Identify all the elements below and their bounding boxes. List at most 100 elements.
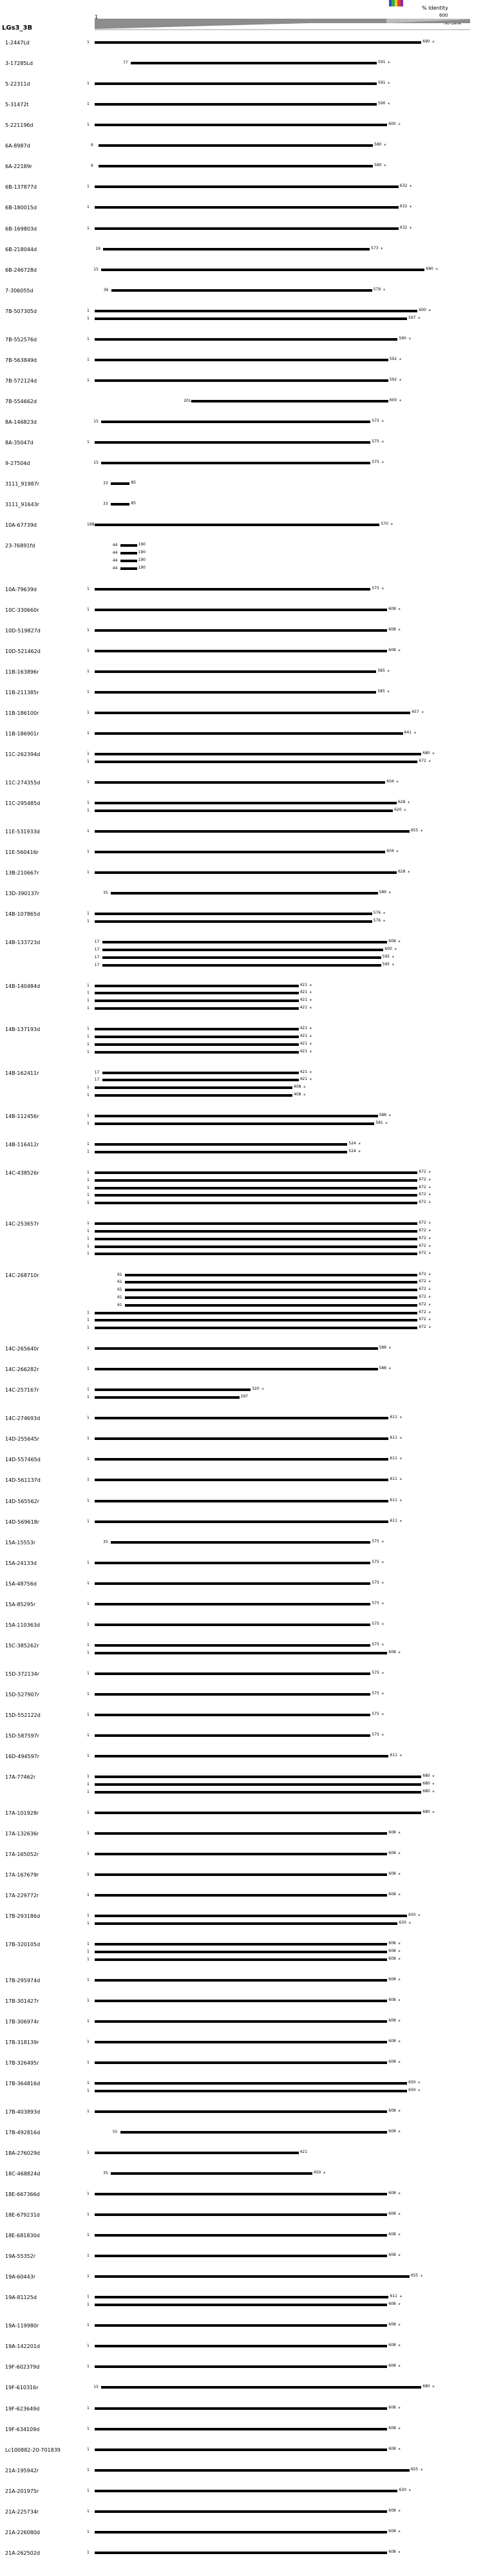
alignment-bar[interactable] — [95, 1050, 299, 1054]
sequence-label[interactable]: 14B-116412r — [5, 1142, 39, 1148]
alignment-bar[interactable] — [95, 2468, 410, 2472]
sequence-label[interactable]: 11E-560416r — [5, 849, 39, 856]
sequence-label[interactable]: 17A-165052r — [5, 1851, 39, 1857]
alignment-bar[interactable] — [95, 2275, 410, 2278]
sequence-label[interactable]: 14B-140484d — [5, 983, 41, 989]
sequence-label[interactable]: 21A-262502d — [5, 2550, 40, 2556]
sequence-label[interactable]: 5-221196d — [5, 122, 33, 129]
sequence-label[interactable]: 7B-507305d — [5, 308, 37, 314]
sequence-label[interactable]: 17B-492816d — [5, 2129, 41, 2136]
sequence-label[interactable]: 6B-180015d — [5, 205, 37, 211]
alignment-bar[interactable] — [95, 1942, 388, 1946]
sequence-label[interactable]: 19A-55352r — [5, 2253, 36, 2260]
alignment-bar[interactable] — [103, 247, 370, 251]
sequence-label[interactable]: 14C-265640r — [5, 1346, 39, 1352]
sequence-label[interactable]: 10C-330660r — [5, 607, 39, 613]
sequence-label[interactable]: 11C-274355d — [5, 780, 41, 786]
sequence-label[interactable]: 14B-133723d — [5, 940, 41, 946]
sequence-label[interactable]: 14D-561137d — [5, 1477, 41, 1484]
sequence-label[interactable]: 17B-364816d — [5, 2080, 41, 2087]
alignment-bar[interactable] — [95, 124, 388, 127]
alignment-bar[interactable] — [95, 1602, 371, 1605]
sequence-label[interactable]: 14B-107865d — [5, 911, 41, 918]
sequence-label[interactable]: 8A-35047d — [5, 439, 33, 446]
alignment-bar[interactable] — [95, 781, 386, 784]
sequence-label[interactable]: 18E-667366d — [5, 2192, 40, 2198]
alignment-bar[interactable] — [102, 1079, 299, 1082]
alignment-bar[interactable] — [95, 992, 299, 995]
alignment-bar[interactable] — [95, 2089, 408, 2092]
alignment-bar[interactable] — [95, 2234, 388, 2237]
alignment-bar[interactable] — [95, 1086, 292, 1090]
sequence-label[interactable]: 21A-225734r — [5, 2508, 39, 2515]
sequence-label[interactable]: 18E-681830d — [5, 2233, 40, 2239]
sequence-label[interactable]: 15C-385262r — [5, 1642, 39, 1649]
sequence-label[interactable]: 6A-22189r — [5, 164, 33, 170]
alignment-bar[interactable] — [111, 482, 130, 486]
sequence-label[interactable]: 14C-274693d — [5, 1416, 41, 1422]
sequence-label[interactable]: 21A-195942r — [5, 2467, 39, 2474]
sequence-label[interactable]: 17A-132636r — [5, 1830, 39, 1837]
sequence-label[interactable]: 14C-438526r — [5, 1170, 39, 1176]
alignment-bar[interactable] — [95, 999, 299, 1003]
alignment-bar[interactable] — [95, 2489, 398, 2492]
sequence-label[interactable]: 11B-186100r — [5, 710, 39, 717]
alignment-bar[interactable] — [95, 82, 377, 86]
sequence-label[interactable]: 15D-372134r — [5, 1671, 40, 1677]
alignment-bar[interactable] — [95, 1186, 418, 1189]
alignment-bar[interactable] — [95, 2304, 388, 2307]
alignment-bar[interactable] — [95, 1713, 371, 1716]
alignment-bar[interactable] — [120, 552, 137, 555]
alignment-bar[interactable] — [111, 892, 378, 895]
alignment-bar[interactable] — [101, 268, 425, 271]
alignment-bar[interactable] — [95, 1499, 389, 1502]
alignment-bar[interactable] — [95, 608, 388, 611]
alignment-bar[interactable] — [95, 1520, 389, 1523]
alignment-bar[interactable] — [95, 1643, 371, 1647]
sequence-label[interactable]: 11B-211385r — [5, 690, 39, 696]
alignment-bar[interactable] — [102, 956, 381, 959]
alignment-bar[interactable] — [95, 670, 377, 674]
sequence-label[interactable]: 17A-167679r — [5, 1871, 39, 1878]
sequence-label[interactable]: 7-306055d — [5, 287, 33, 294]
alignment-bar[interactable] — [95, 2448, 388, 2451]
alignment-bar[interactable] — [95, 1417, 389, 1420]
sequence-label[interactable]: 13D-390137r — [5, 891, 40, 897]
alignment-bar[interactable] — [120, 544, 137, 547]
alignment-bar[interactable] — [95, 761, 418, 764]
alignment-bar[interactable] — [95, 1122, 375, 1125]
alignment-bar[interactable] — [95, 337, 398, 341]
sequence-label[interactable]: 15A-110363d — [5, 1622, 40, 1628]
sequence-label[interactable]: 17B-326495r — [5, 2060, 39, 2066]
alignment-bar[interactable] — [95, 2213, 388, 2217]
sequence-label[interactable]: 19F-623649d — [5, 2405, 40, 2412]
alignment-bar[interactable] — [95, 1479, 389, 1482]
alignment-bar[interactable] — [95, 440, 371, 444]
alignment-bar[interactable] — [102, 963, 381, 967]
sequence-label[interactable]: 17B-301427r — [5, 1998, 39, 2004]
alignment-bar[interactable] — [95, 1734, 371, 1737]
alignment-bar[interactable] — [95, 1368, 378, 1371]
sequence-label[interactable]: 7B-554662d — [5, 398, 37, 404]
sequence-label[interactable]: 14C-266282r — [5, 1367, 39, 1373]
alignment-bar[interactable] — [95, 1202, 418, 1205]
alignment-bar[interactable] — [95, 1311, 418, 1314]
alignment-bar[interactable] — [95, 629, 388, 632]
alignment-bar[interactable] — [95, 1458, 389, 1461]
alignment-bar[interactable] — [95, 1873, 388, 1876]
alignment-bar[interactable] — [95, 1253, 418, 1256]
sequence-label[interactable]: 14C-268710r — [5, 1272, 39, 1278]
alignment-bar[interactable] — [95, 2255, 388, 2258]
sequence-label[interactable]: 19A-119980r — [5, 2323, 39, 2329]
alignment-bar[interactable] — [95, 2020, 388, 2023]
alignment-bar[interactable] — [95, 802, 397, 805]
sequence-label[interactable]: 3111_91987r — [5, 481, 40, 488]
alignment-bar[interactable] — [125, 1281, 418, 1284]
alignment-bar[interactable] — [95, 1832, 388, 1835]
sequence-label[interactable]: 7B-572124d — [5, 377, 37, 384]
sequence-label[interactable]: 17B-320105d — [5, 1941, 41, 1947]
sequence-label[interactable]: 5-22311d — [5, 81, 30, 88]
alignment-bar[interactable] — [95, 227, 399, 230]
sequence-label[interactable]: 1-2447Ld — [5, 40, 30, 46]
alignment-bar[interactable] — [95, 1623, 371, 1626]
